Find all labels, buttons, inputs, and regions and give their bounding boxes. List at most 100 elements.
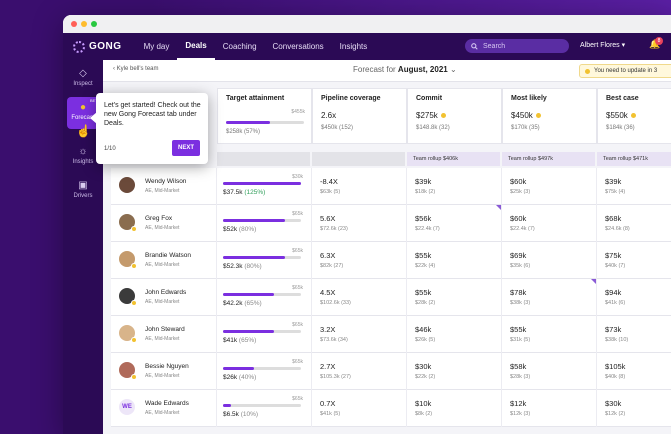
coverage-cell[interactable]: 3.2X $73.6k (34)	[312, 316, 407, 353]
nav-insights[interactable]: Insights	[339, 42, 368, 51]
table-row[interactable]: John Steward AE, Mid-Market $65k $41k (65%)…	[111, 316, 671, 353]
status-badge	[131, 300, 137, 306]
target-cell[interactable]: $30k $37.5k (125%)	[217, 168, 312, 205]
column-subvalue: $170k (35)	[511, 125, 540, 131]
user-menu[interactable]: Albert Flores ▾	[580, 41, 625, 49]
most-likely-cell[interactable]: $78k $38k (3)	[502, 279, 597, 316]
target-cell[interactable]: $65k $52.3k (80%)	[217, 242, 312, 279]
bell-icon[interactable]: 🔔	[649, 39, 661, 49]
best-case-cell[interactable]: $94k $41k (6)	[597, 279, 671, 316]
commit-cell[interactable]: $56k $22.4k (7)	[407, 205, 502, 242]
column-header[interactable]: Best case $550k $184k (36)	[597, 88, 671, 144]
column-header[interactable]: Target attainment $455k $258k (57%)	[217, 88, 312, 144]
most-likely-cell[interactable]: $55k $31k (5)	[502, 316, 597, 353]
most-likely-cell[interactable]: $60k $25k (3)	[502, 168, 597, 205]
best-case-cell[interactable]: $73k $38k (10)	[597, 316, 671, 353]
table-row[interactable]: Greg Fox AE, Mid-Market $65k $52k (80%) 5.6X…	[111, 205, 671, 242]
breadcrumb[interactable]: ‹ Kyle bell's team	[113, 66, 159, 72]
most-likely-cell[interactable]: $58k $28k (3)	[502, 353, 597, 390]
best-case-cell[interactable]: $68k $24.6k (8)	[597, 205, 671, 242]
cell-value: 5.6X	[320, 214, 336, 223]
rep-role: AE, Mid-Market	[145, 188, 180, 194]
table-row[interactable]: Wendy Wilson AE, Mid-Market $30k $37.5k (12…	[111, 168, 671, 205]
table-row[interactable]: John Edwards AE, Mid-Market $65k $42.2k (65…	[111, 279, 671, 316]
commit-cell[interactable]: $46k $26k (5)	[407, 316, 502, 353]
person-cell[interactable]: John Steward AE, Mid-Market	[111, 316, 217, 353]
person-cell[interactable]: Wendy Wilson AE, Mid-Market	[111, 168, 217, 205]
column-header[interactable]: Commit $275k $148.8k (32)	[407, 88, 502, 144]
person-cell[interactable]: Bessie Nguyen AE, Mid-Market	[111, 353, 217, 390]
person-cell[interactable]: John Edwards AE, Mid-Market	[111, 279, 217, 316]
target-max: $65k	[292, 322, 303, 328]
coverage-cell[interactable]: 2.7X $105.3k (27)	[312, 353, 407, 390]
gong-logo-icon	[73, 40, 85, 53]
onboarding-tooltip: Let's get started! Check out the new Gon…	[96, 93, 208, 164]
table-row[interactable]: Brandie Watson AE, Mid-Market $65k $52.3k (…	[111, 242, 671, 279]
cell-subvalue: $24.6k (8)	[605, 226, 630, 232]
sidebar-item-drivers[interactable]: ▣ Drivers	[63, 180, 103, 199]
cell-value: $30k	[605, 399, 622, 408]
coverage-cell[interactable]: -8.4X $63k (5)	[312, 168, 407, 205]
cell-subvalue: $25k (3)	[510, 189, 531, 195]
maximize-dot[interactable]	[91, 21, 97, 27]
nav-my-day[interactable]: My day	[143, 42, 170, 51]
commit-cell[interactable]: $30k $22k (2)	[407, 353, 502, 390]
search-input[interactable]: Search	[465, 39, 569, 53]
coverage-cell[interactable]: 5.6X $72.6k (23)	[312, 205, 407, 242]
coverage-cell[interactable]: 0.7X $41k (5)	[312, 390, 407, 427]
sidebar-item-insights[interactable]: ☼ Insights	[63, 146, 103, 165]
target-progress-bar	[223, 293, 301, 296]
status-dot-icon	[440, 113, 446, 119]
target-progress-bar	[226, 121, 304, 124]
cell-subvalue: $28k (2)	[415, 300, 436, 306]
most-likely-cell[interactable]: $60k $22.4k (7)	[502, 205, 597, 242]
coverage-cell[interactable]: 4.5X $102.6k (33)	[312, 279, 407, 316]
close-dot[interactable]	[71, 21, 77, 27]
target-cell[interactable]: $65k $42.2k (65%)	[217, 279, 312, 316]
person-cell[interactable]: WE Wade Edwards AE, Mid-Market	[111, 390, 217, 427]
sidebar-item-forecast[interactable]: ● Forecast	[63, 102, 103, 121]
update-notice[interactable]: You need to update in 3	[579, 64, 671, 78]
column-title: Pipeline coverage	[321, 95, 381, 102]
target-percent: (80%)	[238, 226, 257, 233]
target-cell[interactable]: $65k $26k (40%)	[217, 353, 312, 390]
cell-value: $10k	[415, 399, 432, 408]
table-row[interactable]: WE Wade Edwards AE, Mid-Market $65k $6.5k (1…	[111, 390, 671, 427]
status-dot-icon	[630, 113, 636, 119]
cell-value: $94k	[605, 288, 622, 297]
column-header[interactable]: Most likely $450k $170k (35)	[502, 88, 597, 144]
best-case-cell[interactable]: $30k $12k (2)	[597, 390, 671, 427]
nav-coaching[interactable]: Coaching	[222, 42, 257, 51]
forecast-period-select[interactable]: Forecast for August, 2021 ⌄	[353, 65, 457, 74]
person-cell[interactable]: Greg Fox AE, Mid-Market	[111, 205, 217, 242]
table-row[interactable]: Bessie Nguyen AE, Mid-Market $65k $26k (40%…	[111, 353, 671, 390]
sidebar-item-inspect[interactable]: ◇ Inspect	[63, 68, 103, 87]
minimize-dot[interactable]	[81, 21, 87, 27]
cell-value: -8.4X	[320, 177, 338, 186]
commit-cell[interactable]: $10k $8k (2)	[407, 390, 502, 427]
next-button[interactable]: NEXT	[172, 140, 200, 156]
cell-subvalue: $40k (8)	[605, 374, 626, 380]
rep-name: Bessie Nguyen	[145, 363, 189, 370]
column-subvalue: $184k (36)	[606, 125, 635, 131]
commit-cell[interactable]: $55k $22k (4)	[407, 242, 502, 279]
cell-subvalue: $22.4k (7)	[415, 226, 440, 232]
target-cell[interactable]: $65k $41k (65%)	[217, 316, 312, 353]
best-case-cell[interactable]: $105k $40k (8)	[597, 353, 671, 390]
best-case-cell[interactable]: $39k $75k (4)	[597, 168, 671, 205]
gong-logo[interactable]: GONG	[73, 40, 122, 53]
cell-value: $69k	[510, 251, 527, 260]
column-header[interactable]: Pipeline coverage 2.6x $450k (152)	[312, 88, 407, 144]
best-case-cell[interactable]: $75k $40k (7)	[597, 242, 671, 279]
commit-cell[interactable]: $39k $18k (2)	[407, 168, 502, 205]
target-cell[interactable]: $65k $6.5k (10%)	[217, 390, 312, 427]
most-likely-cell[interactable]: $69k $35k (6)	[502, 242, 597, 279]
nav-conversations[interactable]: Conversations	[272, 42, 324, 51]
coverage-cell[interactable]: 6.3X $82k (27)	[312, 242, 407, 279]
commit-cell[interactable]: $55k $28k (2)	[407, 279, 502, 316]
most-likely-cell[interactable]: $12k $12k (3)	[502, 390, 597, 427]
target-cell[interactable]: $65k $52k (80%)	[217, 205, 312, 242]
nav-deals[interactable]: Deals	[177, 33, 215, 60]
note-flag-icon	[496, 205, 501, 210]
person-cell[interactable]: Brandie Watson AE, Mid-Market	[111, 242, 217, 279]
